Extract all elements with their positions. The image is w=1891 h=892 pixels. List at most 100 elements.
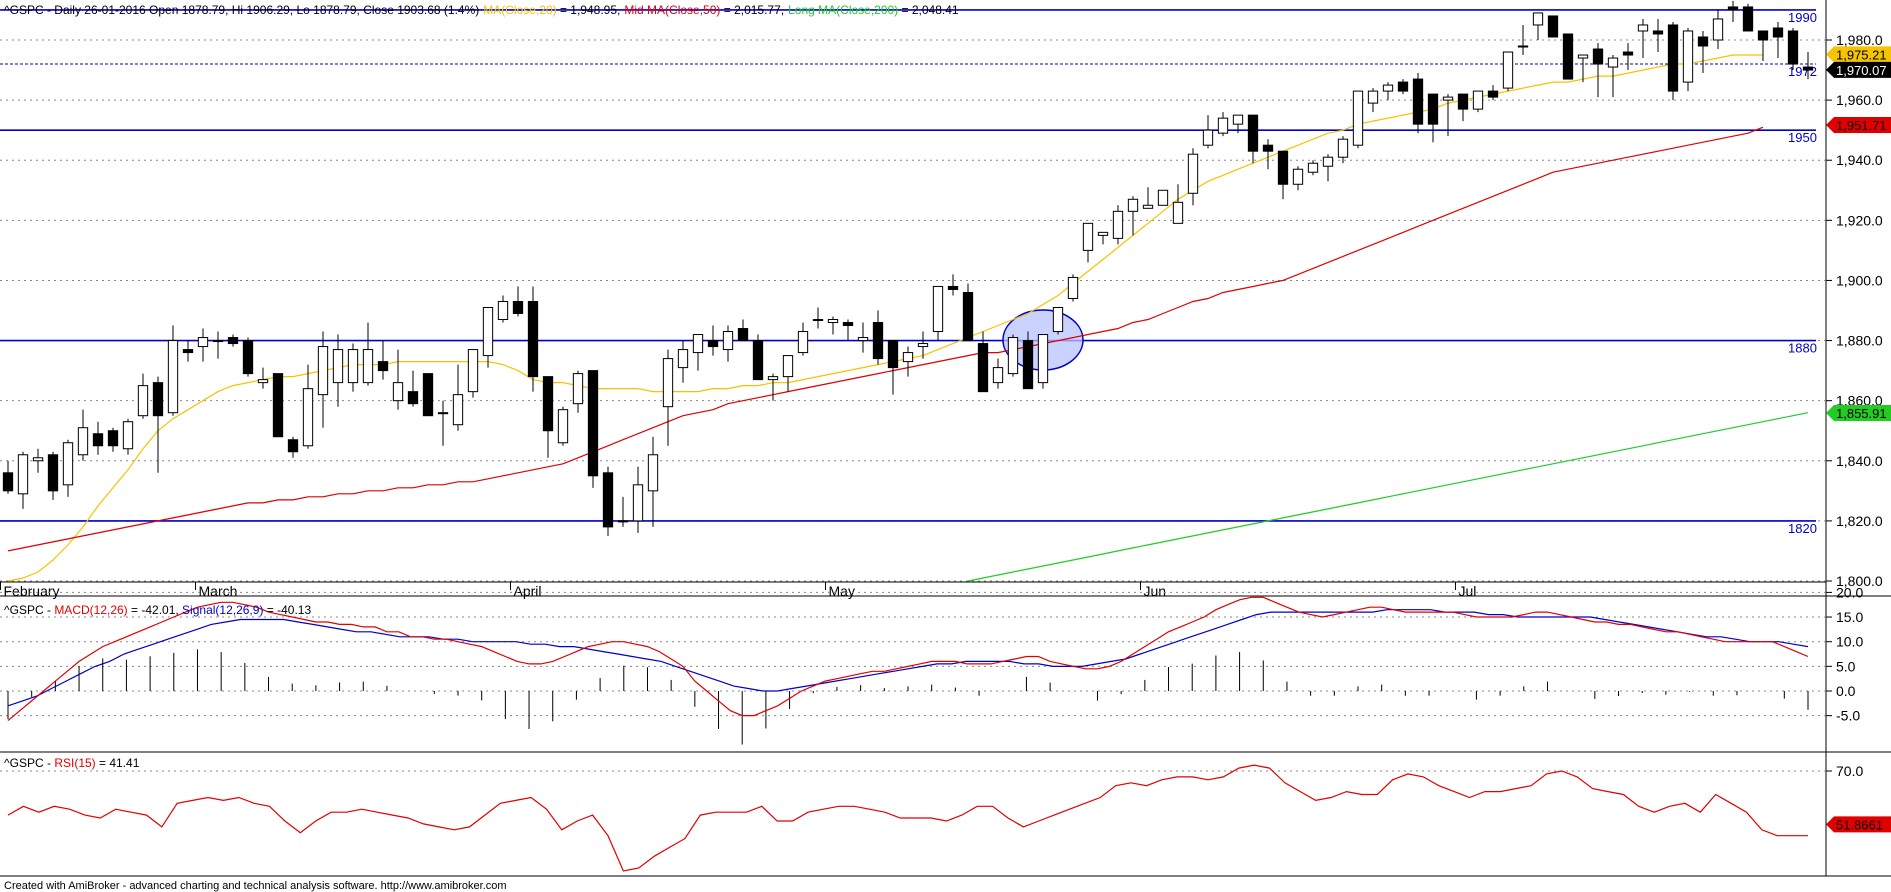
candle	[977, 331, 989, 393]
candle-body	[1367, 90, 1379, 104]
candle	[1697, 30, 1709, 74]
candle	[1172, 184, 1184, 224]
candle	[1802, 52, 1814, 80]
candle	[1772, 21, 1784, 59]
candle	[1307, 160, 1319, 176]
price-y-label: 1,940.0	[1836, 152, 1883, 168]
candle	[77, 409, 89, 461]
candle	[257, 367, 269, 389]
candle-body	[1172, 201, 1184, 224]
candle	[722, 325, 734, 362]
candle-body	[1097, 231, 1109, 236]
candle-body	[812, 319, 824, 322]
candle-body	[1802, 66, 1814, 71]
ma200-label: Long MA(Close,200)	[788, 3, 898, 17]
candle	[1007, 334, 1019, 377]
candle-body	[1427, 93, 1439, 125]
candle-body	[62, 442, 74, 486]
candle-body	[1247, 114, 1259, 152]
price-y-label: 1,900.0	[1836, 272, 1883, 288]
price-y-label: 1,920.0	[1836, 212, 1883, 228]
ma50-value: = 2,015.77,	[720, 3, 784, 17]
candle-body	[1232, 114, 1244, 125]
candle	[1472, 90, 1484, 113]
candle-body	[1502, 51, 1514, 89]
candle-body	[197, 337, 209, 348]
candle	[917, 331, 929, 359]
price-title-prefix: ^GSPC - Daily 26-01-2016 Open 1878.79, H…	[4, 3, 479, 17]
candle	[1562, 33, 1574, 80]
candle	[1397, 79, 1409, 95]
rsi-label: RSI(15)	[54, 756, 95, 770]
hline-label-1880: 1880	[1788, 341, 1817, 356]
candle-body	[527, 300, 539, 378]
price-badge-text: 1,951.71	[1836, 118, 1887, 133]
candle-body	[1037, 334, 1049, 384]
candle-body	[407, 391, 419, 405]
candle-body	[1262, 144, 1274, 152]
rsi-line	[7, 764, 1808, 872]
price-panel-title: ^GSPC - Daily 26-01-2016 Open 1878.79, H…	[4, 3, 959, 17]
rsi-value: = 41.41	[96, 756, 140, 770]
candle-body	[1577, 54, 1589, 59]
candle-body	[347, 349, 359, 384]
candle	[1292, 166, 1304, 191]
candle	[602, 466, 614, 536]
candle-body	[1307, 162, 1319, 173]
month-label-0: February	[4, 583, 60, 599]
candle-body	[1652, 30, 1664, 35]
candle	[1022, 331, 1034, 390]
ma50-line	[7, 126, 1764, 552]
month-label-1: March	[199, 583, 238, 599]
hline-label-1950: 1950	[1788, 130, 1817, 145]
macd-y-label: -5.0	[1836, 708, 1860, 724]
candle-body	[212, 340, 224, 343]
candle	[1337, 136, 1349, 164]
candle	[17, 451, 29, 509]
macd-grid	[0, 591, 1826, 717]
candle	[812, 307, 824, 329]
price-badges: 1,975.211,970.07 1,951.71 1,855.91	[1826, 46, 1891, 421]
candle	[1427, 93, 1439, 143]
candle	[1082, 222, 1094, 263]
rsi-panel-title: ^GSPC - RSI(15) = 41.41	[4, 756, 140, 770]
candle	[137, 373, 149, 419]
candle	[617, 496, 629, 527]
candle	[497, 295, 509, 323]
candle	[737, 319, 749, 342]
price-grid	[0, 39, 1826, 582]
candle	[242, 337, 254, 377]
ma50-label: Mid MA(Close,50)	[624, 3, 720, 17]
candle	[1322, 154, 1334, 182]
price-badge-bg	[1826, 404, 1891, 421]
candle	[167, 325, 179, 416]
candle-body	[32, 457, 44, 462]
candle	[377, 340, 389, 380]
candle	[1277, 150, 1289, 200]
candle	[767, 373, 779, 401]
candle-body	[137, 385, 149, 417]
candle-body	[722, 331, 734, 351]
candle-body	[17, 454, 29, 495]
rsi-badge-bg	[1826, 816, 1891, 833]
macd-title-prefix: ^GSPC -	[4, 603, 54, 617]
candle	[947, 274, 959, 296]
candle	[1502, 51, 1514, 92]
candle	[902, 346, 914, 377]
signal-label: Signal(12,26,9)	[182, 603, 263, 617]
candle	[1652, 18, 1664, 53]
candle	[512, 286, 524, 317]
candle-body	[1292, 168, 1304, 185]
candle	[572, 370, 584, 413]
candle-body	[1352, 90, 1364, 146]
candle-body	[842, 322, 854, 327]
price-y-axis: 1,980.0 1,960.0 1,940.0 1,920.0 1,900.0 1,880…	[1826, 32, 1883, 589]
candle-body	[557, 409, 569, 444]
macd-y-label: 20.0	[1836, 584, 1863, 600]
candle-body	[737, 328, 749, 342]
macd-y-label: 5.0	[1836, 658, 1856, 674]
candle-body	[497, 300, 509, 321]
candle	[1607, 55, 1619, 98]
candle	[842, 319, 854, 341]
candle-body	[1202, 129, 1214, 146]
